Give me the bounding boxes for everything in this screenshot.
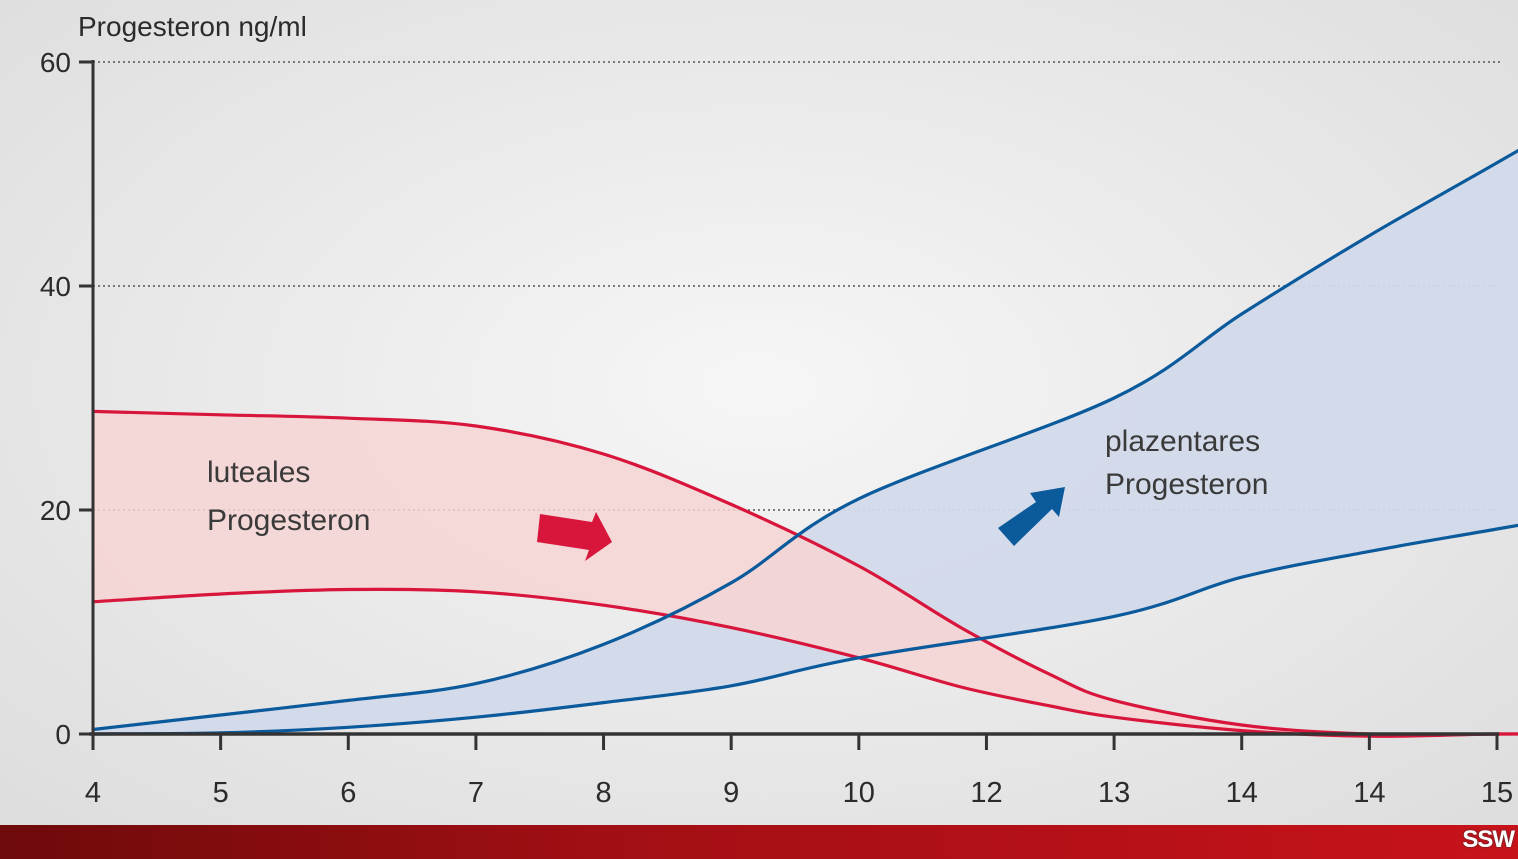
y-tick-label-0: 0 [55,719,71,750]
footer-label: SSW [1462,826,1515,853]
x-tick-label-0: 4 [85,777,101,809]
x-tick-label-5: 9 [723,777,739,809]
x-tick-label-8: 13 [1098,777,1130,809]
placental-label-line-2: Progesteron [1105,468,1268,501]
area-layer [93,150,1518,737]
x-tick-label-1: 5 [213,777,229,809]
placental-trend-arrow [998,487,1065,546]
series-1-upper-line [91,148,1518,732]
series-0-lower-line [91,587,1518,738]
x-tick-label-11: 15 [1481,777,1513,809]
x-tick-label-10: 14 [1353,777,1385,809]
x-tick-label-2: 6 [340,777,356,809]
y-tick-label-60: 60 [40,47,71,78]
series-band-0 [93,411,1518,737]
x-tick-label-7: 12 [970,777,1002,809]
x-tick-label-9: 14 [1226,777,1258,809]
x-tick-label-6: 10 [843,777,875,809]
luteal-label-line-1: luteales [207,456,310,489]
luteal-label-line-2: Progesteron [207,504,370,537]
luteal-series-label: luteales Progesteron [207,456,370,537]
axis-layer: 0 20 40 60 4 5 6 7 8 9 10 12 13 14 14 15 [40,47,1513,809]
line-layer [91,148,1518,738]
y-tick-label-40: 40 [40,271,71,302]
footer-bar [0,825,1518,859]
arrow-layer [537,487,1065,561]
y-tick-label-20: 20 [40,495,71,526]
placental-label-line-1: plazentares [1105,425,1260,458]
series-band-1 [93,150,1518,734]
x-tick-label-4: 8 [595,777,611,809]
luteal-trend-arrow [537,512,612,561]
y-axis-title: Progesteron ng/ml [78,11,307,42]
x-tick-label-3: 7 [468,777,484,809]
placental-series-label: plazentares Progesteron [1105,425,1268,501]
series-1-lower-line [91,523,1518,736]
